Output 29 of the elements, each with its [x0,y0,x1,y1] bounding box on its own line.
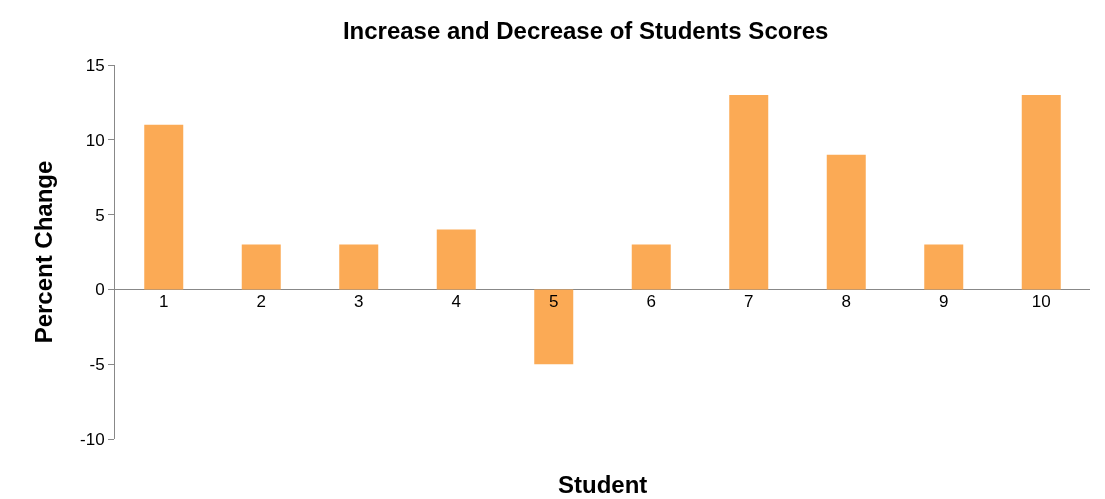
y-tick-label: 0 [95,280,105,300]
y-axis-title: Percent Change [30,160,58,344]
x-tick-label: 6 [646,292,656,312]
y-tick-label: -10 [80,429,105,449]
bar [924,244,964,290]
y-tick-label: 15 [85,55,105,75]
bar [631,244,671,290]
x-axis-title: Student [558,471,648,498]
bar [436,229,476,290]
y-tick-label: -5 [89,355,105,375]
x-tick-label: 4 [451,292,461,312]
bar [144,124,184,290]
bar [826,154,866,290]
x-tick-label: 8 [841,292,851,312]
x-tick-label: 9 [939,292,949,312]
bar [241,244,281,290]
x-tick-label: 10 [1031,292,1051,312]
x-tick-label: 1 [159,292,169,312]
x-tick-label: 7 [744,292,754,312]
chart-title: Increase and Decrease of Students Scores [342,17,829,45]
y-tick-label: 10 [85,130,105,150]
bar [534,289,574,365]
bar [729,94,769,290]
x-tick-label: 2 [256,292,266,312]
x-tick-label: 3 [354,292,364,312]
bar [1021,94,1061,290]
x-tick-label: 5 [549,292,559,312]
bar [339,244,379,290]
y-tick-label: 5 [95,205,105,225]
